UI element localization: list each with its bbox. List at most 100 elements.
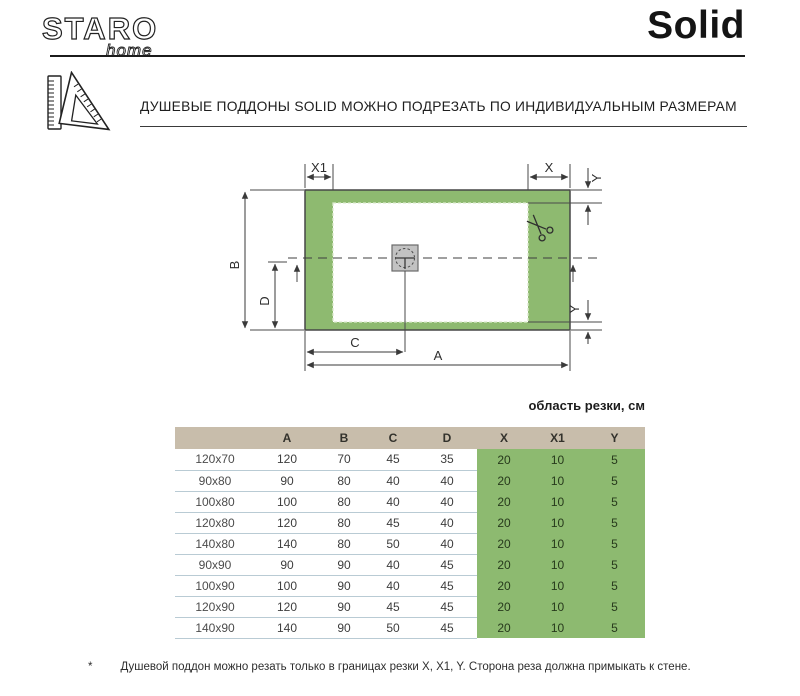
cell-x: 20 — [477, 533, 531, 554]
cell-size: 140x90 — [175, 617, 255, 639]
cell-d: 45 — [417, 596, 477, 618]
header-divider — [50, 55, 745, 57]
table-row: 140x80 140 80 50 40 20 10 5 — [175, 533, 645, 555]
table-row: 120x90 120 90 45 45 20 10 5 — [175, 596, 645, 618]
cell-x: 20 — [477, 575, 531, 596]
cut-area-label: область резки, см — [528, 398, 645, 413]
cell-x1: 10 — [531, 617, 584, 638]
table-row: 90x80 90 80 40 40 20 10 5 — [175, 470, 645, 492]
cell-b: 70 — [319, 449, 369, 471]
cell-size: 120x80 — [175, 512, 255, 534]
cell-b: 90 — [319, 617, 369, 639]
tray-usable-area — [332, 202, 529, 323]
section-heading: ДУШЕВЫЕ ПОДДОНЫ SOLID МОЖНО ПОДРЕЗАТЬ ПО… — [140, 99, 737, 114]
cell-c: 40 — [369, 470, 417, 492]
cell-c: 50 — [369, 617, 417, 639]
cell-x1: 10 — [531, 533, 584, 554]
cell-a: 120 — [255, 449, 319, 471]
table-header-row: A B C D X X1 Y — [175, 427, 645, 449]
cell-d: 40 — [417, 533, 477, 555]
cell-x: 20 — [477, 512, 531, 533]
cell-size: 90x80 — [175, 470, 255, 492]
cell-y: 5 — [584, 575, 645, 596]
cell-x: 20 — [477, 470, 531, 491]
cell-size: 100x80 — [175, 491, 255, 513]
cell-a: 140 — [255, 533, 319, 555]
cut-edge-lines — [528, 189, 602, 331]
dim-label-a: A — [434, 348, 443, 363]
cell-y: 5 — [584, 512, 645, 533]
cell-c: 45 — [369, 449, 417, 471]
cell-a: 120 — [255, 596, 319, 618]
cell-a: 90 — [255, 554, 319, 576]
cell-x1: 10 — [531, 512, 584, 533]
col-header-a: A — [255, 427, 319, 449]
table-row: 120x80 120 80 45 40 20 10 5 — [175, 512, 645, 534]
cell-b: 90 — [319, 596, 369, 618]
cell-d: 40 — [417, 512, 477, 534]
cell-a: 90 — [255, 470, 319, 492]
cell-size: 120x70 — [175, 449, 255, 471]
product-title: Solid — [647, 4, 745, 47]
col-header-y: Y — [584, 427, 645, 449]
logo-staro-text: STARO — [42, 11, 158, 46]
table-row: 120x70 120 70 45 35 20 10 5 — [175, 449, 645, 471]
table-row: 90x90 90 90 40 45 20 10 5 — [175, 554, 645, 576]
cell-b: 90 — [319, 575, 369, 597]
cell-y: 5 — [584, 470, 645, 491]
extension-lines — [250, 164, 571, 371]
cell-a: 100 — [255, 575, 319, 597]
cell-x1: 10 — [531, 554, 584, 575]
cell-y: 5 — [584, 617, 645, 638]
footnote: * Душевой поддон можно резать только в г… — [88, 661, 691, 673]
cell-size: 90x90 — [175, 554, 255, 576]
cell-d: 45 — [417, 554, 477, 576]
col-header-x: X — [477, 427, 531, 449]
dim-label-d: D — [257, 296, 272, 305]
cell-c: 40 — [369, 491, 417, 513]
cell-b: 80 — [319, 470, 369, 492]
cell-b: 80 — [319, 533, 369, 555]
cell-y: 5 — [584, 554, 645, 575]
footnote-text: Душевой поддон можно резать только в гра… — [120, 661, 691, 673]
cell-size: 140x80 — [175, 533, 255, 555]
scissors-icon — [526, 214, 554, 242]
cell-x: 20 — [477, 617, 531, 638]
cell-b: 80 — [319, 512, 369, 534]
cell-x1: 10 — [531, 575, 584, 596]
cell-a: 100 — [255, 491, 319, 513]
staro-home-logo: STARO home — [41, 10, 158, 60]
col-header-c: C — [369, 427, 417, 449]
cell-size: 120x90 — [175, 596, 255, 618]
cell-b: 90 — [319, 554, 369, 576]
cell-c: 45 — [369, 512, 417, 534]
cell-a: 140 — [255, 617, 319, 639]
cell-a: 120 — [255, 512, 319, 534]
logo-home-text: home — [106, 41, 153, 60]
cell-x: 20 — [477, 491, 531, 512]
cell-c: 45 — [369, 596, 417, 618]
cell-b: 80 — [319, 491, 369, 513]
dim-label-c: C — [350, 335, 359, 350]
col-header-x1: X1 — [531, 427, 584, 449]
cell-y: 5 — [584, 449, 645, 470]
table-row: 100x80 100 80 40 40 20 10 5 — [175, 491, 645, 513]
dim-label-x1: X1 — [311, 160, 327, 175]
cell-x: 20 — [477, 449, 531, 470]
cell-x: 20 — [477, 554, 531, 575]
cell-x: 20 — [477, 596, 531, 617]
footnote-marker: * — [88, 661, 93, 673]
table-row: 140x90 140 90 50 45 20 10 5 — [175, 617, 645, 639]
col-header-size — [175, 427, 255, 449]
cell-x1: 10 — [531, 470, 584, 491]
dim-label-y-bottom: Y — [567, 304, 582, 313]
cell-y: 5 — [584, 596, 645, 617]
ruler-square-icon — [47, 71, 111, 131]
dim-label-b: B — [227, 261, 242, 270]
table-row: 100x90 100 90 40 45 20 10 5 — [175, 575, 645, 597]
cell-x1: 10 — [531, 449, 584, 470]
dim-label-x: X — [545, 160, 554, 175]
cell-c: 50 — [369, 533, 417, 555]
cell-size: 100x90 — [175, 575, 255, 597]
